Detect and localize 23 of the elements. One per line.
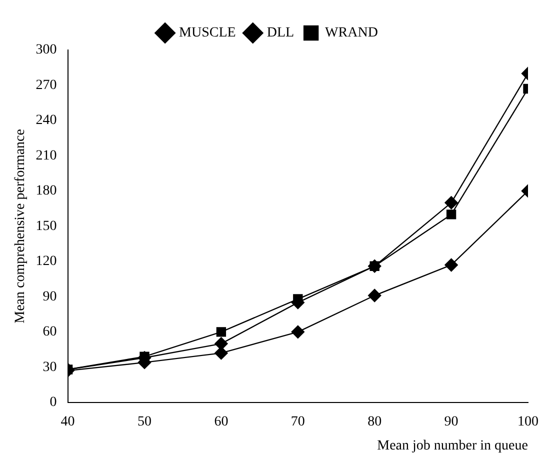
y-axis-title: Mean comprehensive performance xyxy=(13,129,28,324)
y-tick-label: 60 xyxy=(42,324,57,340)
x-tick-label: 80 xyxy=(368,414,382,430)
x-tick-label: 100 xyxy=(518,414,538,430)
y-tick-label: 150 xyxy=(36,218,57,234)
legend-label: DLL xyxy=(266,26,294,41)
x-tick-label: 50 xyxy=(138,414,152,430)
x-tick-label: 90 xyxy=(444,414,458,430)
y-tick-label: 30 xyxy=(42,360,57,375)
y-tick-label: 120 xyxy=(36,254,57,270)
y-tick-label: 180 xyxy=(36,184,57,199)
y-tick-label: 90 xyxy=(42,289,57,304)
y-tick-label: 0 xyxy=(50,395,57,410)
y-tick-label: 300 xyxy=(36,42,57,58)
x-tick-label: 60 xyxy=(214,414,228,430)
y-tick-label: 240 xyxy=(36,113,57,128)
x-tick-label: 70 xyxy=(290,414,305,430)
x-axis-title: Mean job number in queue xyxy=(377,438,528,454)
legend-label: MUSCLE xyxy=(179,26,236,41)
legend-label: WRAND xyxy=(325,26,378,41)
y-tick-label: 210 xyxy=(36,148,57,164)
y-tick-label: 270 xyxy=(36,78,57,93)
x-tick-label: 40 xyxy=(60,414,75,430)
